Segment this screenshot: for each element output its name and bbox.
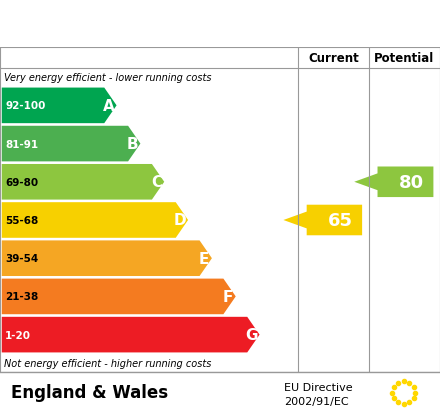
Polygon shape (2, 203, 188, 238)
Polygon shape (2, 164, 164, 200)
Text: England & Wales: England & Wales (11, 383, 168, 401)
Polygon shape (354, 167, 433, 197)
Text: 80: 80 (399, 173, 424, 191)
Text: Energy Efficiency Rating: Energy Efficiency Rating (11, 14, 299, 34)
Polygon shape (2, 317, 260, 353)
Text: F: F (223, 289, 233, 304)
Polygon shape (283, 205, 362, 236)
Text: C: C (151, 175, 162, 190)
Text: 65: 65 (328, 211, 353, 230)
Text: Very energy efficient - lower running costs: Very energy efficient - lower running co… (4, 73, 212, 83)
Text: 69-80: 69-80 (5, 177, 38, 188)
Text: B: B (127, 137, 138, 152)
Text: Current: Current (308, 52, 359, 65)
Text: G: G (246, 328, 258, 342)
Text: D: D (174, 213, 187, 228)
Text: 21-38: 21-38 (5, 292, 39, 301)
Text: 92-100: 92-100 (5, 101, 46, 111)
Text: A: A (103, 99, 114, 114)
Text: 2002/91/EC: 2002/91/EC (284, 396, 348, 406)
Text: EU Directive: EU Directive (284, 382, 352, 392)
Text: Potential: Potential (374, 52, 434, 65)
Polygon shape (2, 241, 212, 276)
Text: 1-20: 1-20 (5, 330, 31, 340)
Polygon shape (2, 279, 236, 314)
Text: 39-54: 39-54 (5, 254, 39, 263)
Text: Not energy efficient - higher running costs: Not energy efficient - higher running co… (4, 358, 212, 368)
Polygon shape (2, 88, 117, 124)
Text: 81-91: 81-91 (5, 139, 38, 149)
Text: E: E (199, 251, 209, 266)
Polygon shape (2, 126, 140, 162)
Text: 55-68: 55-68 (5, 216, 39, 225)
